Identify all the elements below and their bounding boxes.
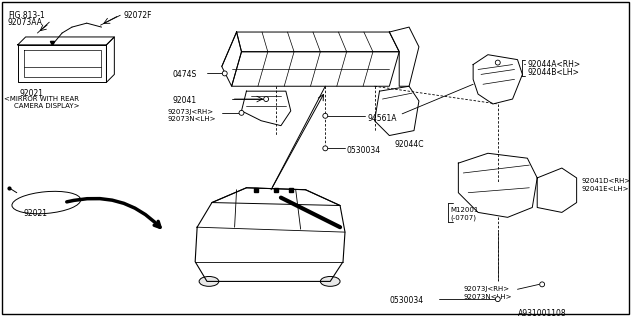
Text: 92041: 92041 [173,96,196,105]
Text: 94561A: 94561A [367,114,397,123]
Ellipse shape [321,276,340,286]
Text: (-0707): (-0707) [451,214,476,221]
Text: A931001108: A931001108 [518,309,566,318]
Text: 92073J<RH>: 92073J<RH> [463,286,509,292]
Ellipse shape [199,276,219,286]
Circle shape [264,97,269,101]
Text: 92041D<RH>: 92041D<RH> [582,178,631,184]
Text: FIG.813-1: FIG.813-1 [8,11,45,20]
Text: 0530034: 0530034 [389,296,424,305]
Circle shape [495,60,500,65]
Circle shape [222,71,227,76]
Text: 92044B<LH>: 92044B<LH> [527,68,579,76]
Circle shape [239,110,244,115]
Text: 92041E<LH>: 92041E<LH> [582,186,629,192]
Text: 92021: 92021 [20,89,44,98]
Circle shape [540,282,545,287]
Text: 0530034: 0530034 [347,146,381,156]
Text: 92073N<LH>: 92073N<LH> [463,294,512,300]
Text: 92072F: 92072F [124,11,152,20]
Text: 92021: 92021 [24,210,47,219]
Text: 0474S: 0474S [173,70,196,79]
Text: 92073J<RH>: 92073J<RH> [168,109,214,115]
Circle shape [323,146,328,151]
Text: 92044C: 92044C [394,140,424,149]
Text: 92073N<LH>: 92073N<LH> [168,116,216,122]
Text: CAMERA DISPLAY>: CAMERA DISPLAY> [14,103,79,109]
Text: <MIRROR WITH REAR: <MIRROR WITH REAR [4,96,79,102]
Text: 92044A<RH>: 92044A<RH> [527,60,580,68]
Ellipse shape [12,191,81,214]
Text: 92073AA: 92073AA [8,18,43,27]
Text: M12001: M12001 [451,207,479,213]
Circle shape [323,113,328,118]
Circle shape [495,297,500,302]
